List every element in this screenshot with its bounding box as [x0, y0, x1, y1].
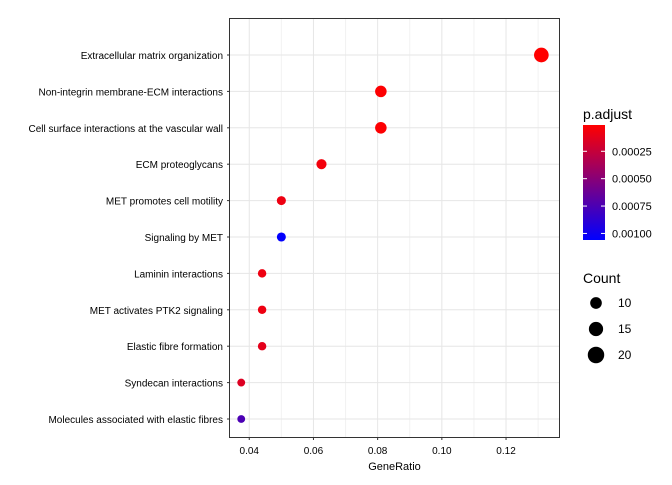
- data-point: [316, 159, 327, 170]
- color-tick-label: 0.00100: [612, 228, 652, 240]
- x-tick-label: 0.08: [368, 446, 388, 457]
- y-tick-label: Syndecan interactions: [125, 379, 223, 390]
- color-gradient-bar: [583, 125, 605, 240]
- y-tick-label: Extracellular matrix organization: [81, 51, 223, 62]
- x-axis-ticks: 0.04 0.06 0.08 0.10 0.12: [240, 437, 516, 457]
- data-point: [276, 196, 286, 206]
- size-legend-label: 10: [618, 296, 632, 310]
- color-tick-label: 0.00025: [612, 146, 652, 158]
- data-point: [237, 415, 246, 423]
- size-legend-dot: [590, 297, 602, 309]
- p-adjust-legend: p.adjust 0.00025 0.00050 0.00075 0.00100: [583, 106, 652, 240]
- size-legend-keys: 10 15 20: [587, 296, 632, 364]
- data-point: [276, 232, 286, 242]
- size-legend-dot: [587, 346, 605, 364]
- y-tick-label: Cell surface interactions at the vascula…: [28, 124, 223, 135]
- data-point: [375, 122, 387, 134]
- data-point: [375, 85, 387, 98]
- size-legend-title: Count: [583, 270, 620, 286]
- data-point: [257, 269, 267, 278]
- x-tick-label: 0.04: [240, 446, 260, 457]
- color-tick-label: 0.00050: [612, 174, 652, 186]
- y-tick-label: MET promotes cell motility: [106, 197, 223, 208]
- y-tick-label: Non-integrin membrane-ECM interactions: [38, 87, 223, 98]
- grid-lines: [230, 19, 559, 437]
- x-tick-label: 0.12: [496, 446, 516, 457]
- y-tick-label: Laminin interactions: [134, 269, 223, 280]
- x-tick-label: 0.06: [304, 446, 324, 457]
- y-axis-labels: Extracellular matrix organization Non-int…: [28, 51, 230, 426]
- y-tick-label: Elastic fibre formation: [127, 342, 223, 353]
- size-legend-label: 15: [618, 322, 632, 336]
- count-legend: Count 10 15 20: [583, 270, 632, 364]
- color-tick-label: 0.00075: [612, 201, 652, 213]
- data-points: [237, 47, 549, 423]
- y-tick-label: MET activates PTK2 signaling: [90, 306, 223, 317]
- x-tick-label: 0.10: [432, 446, 452, 457]
- y-tick-label: ECM proteoglycans: [136, 160, 223, 171]
- y-tick-label: Molecules associated with elastic fibres: [48, 415, 223, 426]
- color-legend-title: p.adjust: [583, 106, 632, 122]
- x-axis-title: GeneRatio: [368, 461, 421, 473]
- plot-panel-border: [229, 18, 560, 438]
- y-tick-label: Signaling by MET: [145, 233, 223, 244]
- size-legend-dot: [588, 321, 604, 337]
- data-point: [257, 341, 267, 351]
- data-point: [257, 305, 267, 315]
- size-legend-label: 20: [618, 348, 632, 362]
- data-point: [534, 47, 549, 63]
- color-legend-ticks: 0.00025 0.00050 0.00075 0.00100: [583, 146, 652, 240]
- data-point: [237, 378, 246, 387]
